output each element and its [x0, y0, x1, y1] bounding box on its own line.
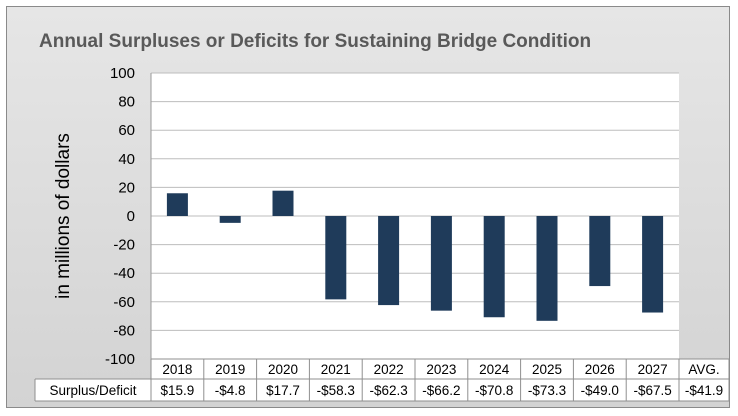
bars — [166, 190, 664, 321]
y-axis-label: in millions of dollars — [53, 133, 74, 299]
data-label: -$73.3 — [528, 383, 566, 398]
data-label: $17.7 — [266, 383, 300, 398]
table-row-label: Surplus/Deficit — [49, 383, 136, 398]
bar — [272, 190, 294, 216]
y-tick-label: 40 — [118, 151, 135, 168]
y-tick-label: -100 — [105, 351, 135, 368]
x-tick-label: 2018 — [162, 362, 192, 377]
x-tick-label: 2019 — [215, 362, 245, 377]
data-label: -$49.0 — [581, 383, 619, 398]
y-tick-label: 80 — [118, 94, 135, 111]
x-tick-label: 2024 — [479, 362, 510, 377]
avg-value: -$41.9 — [685, 383, 723, 398]
x-tick-label: 2022 — [374, 362, 404, 377]
bar — [325, 216, 347, 300]
chart-title: Annual Surpluses or Deficits for Sustain… — [39, 31, 591, 52]
x-tick-label: 2023 — [426, 362, 456, 377]
table-header-bg — [151, 359, 729, 379]
bar — [483, 216, 505, 318]
bar — [642, 216, 664, 313]
y-axis-ticks: 100 80 60 40 20 0 -20 -40 -60 -80 -100 — [105, 65, 135, 368]
x-tick-label: 2026 — [585, 362, 615, 377]
data-label: -$58.3 — [317, 383, 355, 398]
data-label: -$4.8 — [215, 383, 246, 398]
x-tick-label: 2027 — [638, 362, 668, 377]
y-tick-label: -60 — [113, 294, 135, 311]
bar — [166, 193, 188, 216]
bar — [536, 216, 558, 321]
bar — [430, 216, 452, 311]
bar — [378, 216, 400, 306]
data-label: $15.9 — [161, 383, 195, 398]
bar — [589, 216, 611, 287]
x-tick-label: 2021 — [321, 362, 351, 377]
chart-frame: Annual Surpluses or Deficits for Sustain… — [6, 6, 730, 408]
data-label: -$67.5 — [633, 383, 671, 398]
y-tick-label: -40 — [113, 265, 135, 282]
bar — [219, 216, 241, 223]
chart: Annual Surpluses or Deficits for Sustain… — [34, 31, 730, 402]
y-tick-label: -80 — [113, 322, 135, 339]
data-label: -$70.8 — [475, 383, 513, 398]
table-row-bg — [35, 379, 729, 401]
x-tick-label: 2025 — [532, 362, 562, 377]
avg-header: AVG. — [688, 362, 719, 377]
y-tick-label: 0 — [127, 208, 135, 225]
y-tick-label: 60 — [118, 122, 135, 139]
data-label: -$66.2 — [422, 383, 460, 398]
y-tick-label: 100 — [110, 65, 135, 82]
y-tick-label: -20 — [113, 237, 135, 254]
x-tick-label: 2020 — [268, 362, 298, 377]
data-label: -$62.3 — [369, 383, 407, 398]
data-table: 2018 2019 2020 2021 2022 2023 2024 2025 2026 2027… — [34, 358, 730, 402]
y-tick-label: 20 — [118, 179, 135, 196]
